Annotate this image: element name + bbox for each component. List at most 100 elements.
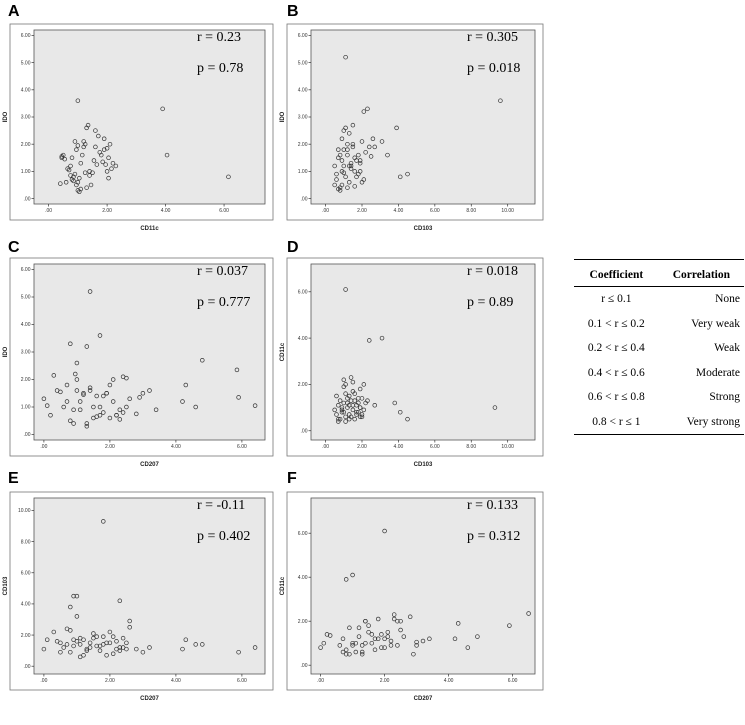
data-point bbox=[346, 131, 352, 136]
data-point bbox=[492, 405, 498, 410]
data-point bbox=[352, 416, 357, 422]
data-point bbox=[87, 173, 92, 178]
data-point bbox=[345, 141, 350, 147]
plot-area bbox=[33, 263, 266, 441]
panel-letter: B bbox=[287, 3, 299, 20]
plot-area bbox=[310, 497, 536, 675]
data-point bbox=[77, 407, 83, 413]
data-point bbox=[354, 412, 359, 417]
data-point bbox=[385, 152, 390, 158]
correlation-cell: Very strong bbox=[658, 409, 744, 435]
data-point bbox=[339, 409, 345, 415]
data-point bbox=[397, 174, 403, 180]
data-point bbox=[236, 395, 241, 400]
data-point bbox=[85, 122, 91, 128]
data-point bbox=[74, 388, 80, 393]
y-tick-label: 4.00 bbox=[21, 322, 31, 328]
data-point bbox=[66, 167, 72, 173]
panel-letter: C bbox=[8, 239, 20, 256]
correlation-cell: None bbox=[715, 293, 740, 306]
x-tick-label: 2.00 bbox=[105, 678, 115, 684]
x-tick-label: 2.00 bbox=[357, 208, 367, 214]
data-point bbox=[339, 158, 345, 163]
data-point bbox=[345, 147, 350, 152]
x-tick-label: .00 bbox=[322, 444, 329, 450]
data-point bbox=[101, 642, 106, 647]
data-point bbox=[93, 128, 98, 133]
data-point bbox=[74, 377, 80, 382]
y-tick-label: 1.00 bbox=[21, 405, 31, 411]
data-point bbox=[65, 166, 70, 171]
data-point bbox=[110, 377, 116, 382]
data-point bbox=[41, 646, 47, 652]
data-point bbox=[341, 384, 347, 389]
data-point bbox=[407, 614, 413, 620]
data-point bbox=[58, 181, 63, 186]
data-point bbox=[94, 414, 99, 419]
data-point bbox=[361, 109, 367, 114]
y-tick-label: 6.00 bbox=[21, 267, 31, 273]
data-point bbox=[94, 393, 99, 399]
data-point bbox=[348, 166, 354, 171]
data-point bbox=[134, 646, 139, 652]
data-point bbox=[321, 640, 327, 646]
x-axis-label: CD207 bbox=[140, 462, 159, 468]
data-point bbox=[97, 404, 103, 410]
data-point bbox=[369, 632, 375, 637]
data-point bbox=[350, 141, 356, 147]
data-point bbox=[367, 338, 372, 343]
data-point bbox=[77, 654, 83, 660]
data-point bbox=[357, 160, 363, 166]
data-point bbox=[343, 419, 348, 424]
data-point bbox=[498, 98, 503, 103]
data-point bbox=[455, 621, 461, 626]
data-point bbox=[392, 400, 398, 406]
data-point bbox=[120, 635, 126, 641]
data-point bbox=[385, 629, 391, 635]
x-axis-label: CD207 bbox=[414, 696, 433, 702]
legend-header-row: Coefficient Correlation bbox=[574, 259, 744, 287]
y-tick-label: 5.00 bbox=[298, 60, 308, 66]
correlation-cell: Weak bbox=[714, 342, 740, 355]
data-point bbox=[359, 643, 365, 648]
y-tick-label: 10.00 bbox=[18, 508, 31, 514]
y-tick-label: 4.00 bbox=[21, 602, 31, 608]
data-point bbox=[48, 413, 53, 418]
y-tick-label: 4.00 bbox=[21, 88, 31, 94]
data-point bbox=[193, 642, 198, 647]
data-point bbox=[385, 634, 391, 639]
r-value-label: r = 0.23 bbox=[197, 30, 241, 45]
data-point bbox=[101, 519, 106, 524]
y-tick-label: 2.00 bbox=[21, 633, 31, 639]
data-point bbox=[200, 358, 205, 363]
y-tick-label: 2.00 bbox=[298, 382, 308, 388]
y-tick-label: 2.00 bbox=[21, 377, 31, 383]
x-tick-label: 6.00 bbox=[430, 208, 440, 214]
y-tick-label: 6.00 bbox=[298, 289, 308, 295]
data-point bbox=[104, 146, 110, 151]
data-point bbox=[369, 640, 375, 646]
data-point bbox=[110, 160, 116, 166]
data-point bbox=[41, 396, 47, 402]
plot-area bbox=[33, 497, 266, 675]
y-tick-label: 3.00 bbox=[298, 115, 308, 121]
data-point bbox=[94, 643, 99, 649]
data-point bbox=[96, 133, 101, 139]
data-point bbox=[120, 645, 126, 650]
y-tick-label: 5.00 bbox=[21, 295, 31, 301]
data-point bbox=[350, 572, 355, 578]
data-point bbox=[74, 147, 79, 152]
data-point bbox=[350, 407, 356, 413]
data-point bbox=[62, 156, 67, 162]
data-point bbox=[356, 400, 361, 406]
data-point bbox=[526, 611, 531, 616]
y-tick-label: .00 bbox=[24, 196, 31, 202]
data-point bbox=[334, 412, 339, 417]
x-tick-label: 10.00 bbox=[501, 208, 514, 214]
data-point bbox=[74, 614, 80, 619]
data-point bbox=[352, 169, 357, 174]
data-point bbox=[69, 155, 75, 161]
x-tick-label: 2.00 bbox=[102, 208, 112, 214]
data-point bbox=[345, 400, 350, 406]
data-point bbox=[427, 636, 432, 642]
